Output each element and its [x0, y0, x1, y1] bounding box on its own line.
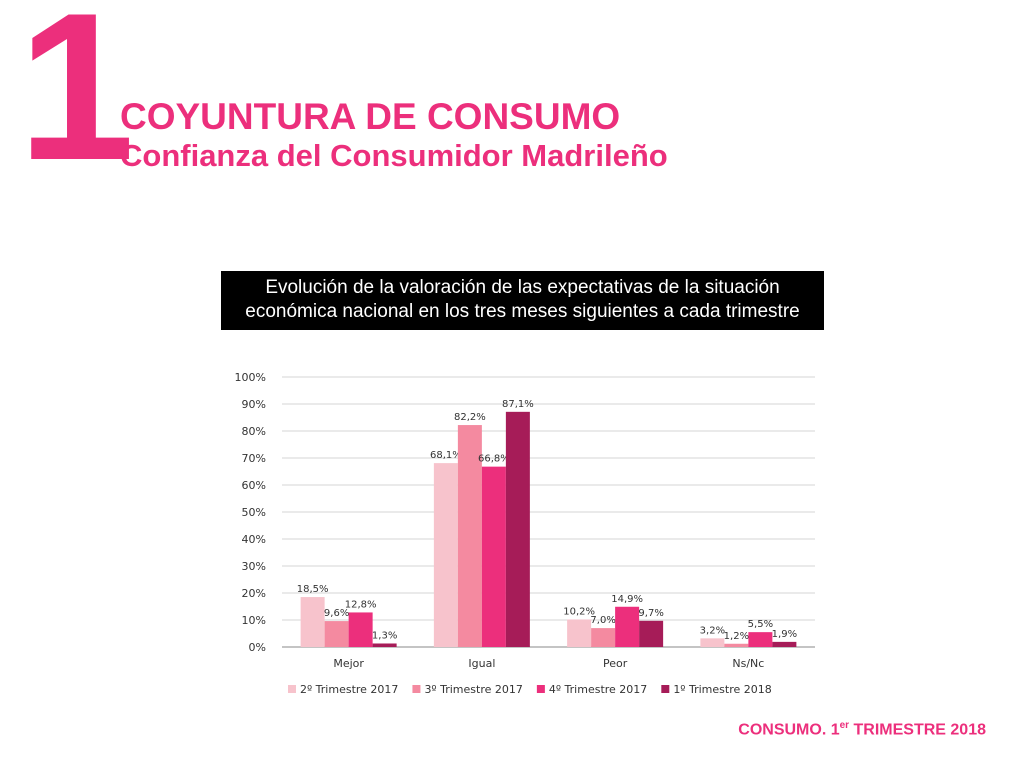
y-tick-label: 100% — [235, 371, 266, 384]
footer-superscript: er — [839, 720, 850, 731]
data-label: 82,2% — [454, 412, 486, 423]
data-label: 9,7% — [638, 608, 663, 619]
data-label: 3,2% — [700, 625, 725, 636]
y-tick-label: 80% — [242, 425, 266, 438]
legend-label: 1º Trimestre 2018 — [673, 683, 771, 696]
bar — [772, 641, 797, 647]
bar — [639, 620, 664, 647]
chart-heading-line-2: económica nacional en los tres meses sig… — [245, 301, 800, 322]
page-subtitle: Confianza del Consumidor Madrileño — [120, 138, 668, 173]
data-label: 87,1% — [502, 399, 534, 410]
data-label: 10,2% — [563, 606, 595, 617]
data-label: 7,0% — [590, 615, 615, 626]
bar — [300, 597, 325, 647]
footer-label: CONSUMO. 1er TRIMESTRE 2018 — [738, 720, 986, 739]
chart-heading-line-1: Evolución de la valoración de las expect… — [265, 277, 780, 298]
data-label: 68,1% — [430, 450, 462, 461]
x-category-label: Igual — [468, 657, 495, 670]
data-label: 1,9% — [772, 629, 797, 640]
bar — [348, 612, 373, 647]
data-label: 18,5% — [297, 584, 329, 595]
y-tick-label: 30% — [242, 560, 266, 573]
legend-swatch — [412, 685, 421, 693]
bar — [724, 643, 749, 647]
bar — [372, 643, 397, 647]
bar-chart: 0% 10% 20% 30% 40% 50% 60% 70% 80% 90% 100% 18,5% 9,… — [235, 371, 815, 696]
y-tick-label: 60% — [242, 479, 266, 492]
bar — [324, 621, 349, 647]
data-label: 66,8% — [478, 454, 510, 465]
bar — [567, 619, 592, 647]
section-number: 1 — [18, 0, 135, 204]
y-tick-label: 20% — [242, 587, 266, 600]
legend-label: 4º Trimestre 2017 — [549, 683, 647, 696]
data-label: 1,2% — [724, 631, 749, 642]
bar — [433, 463, 458, 647]
bar — [481, 466, 506, 647]
bar — [748, 632, 773, 647]
data-label: 12,8% — [345, 599, 377, 610]
y-tick-label: 10% — [242, 614, 266, 627]
data-label: 9,6% — [324, 608, 349, 619]
bar — [591, 628, 616, 647]
bar — [457, 425, 482, 647]
legend-swatch — [536, 685, 545, 693]
bar — [505, 411, 530, 647]
bar — [700, 638, 725, 647]
legend-swatch — [288, 685, 296, 693]
x-category-label: Peor — [603, 657, 628, 670]
y-tick-label: 0% — [249, 641, 266, 654]
y-tick-label: 40% — [242, 533, 266, 546]
y-tick-label: 70% — [242, 452, 266, 465]
legend-swatch — [661, 685, 670, 693]
legend-label: 3º Trimestre 2017 — [424, 683, 522, 696]
y-tick-label: 50% — [242, 506, 266, 519]
bar — [615, 606, 640, 647]
data-label: 1,3% — [372, 630, 397, 641]
page-title: COYUNTURA DE CONSUMO — [120, 96, 621, 137]
legend-label: 2º Trimestre 2017 — [300, 683, 398, 696]
footer-prefix: CONSUMO. 1 — [738, 721, 840, 739]
footer-suffix: TRIMESTRE 2018 — [849, 721, 987, 739]
data-label: 14,9% — [611, 594, 643, 605]
x-category-label: Ns/Nc — [732, 657, 764, 670]
chart-heading-box: Evolución de la valoración de las expect… — [221, 271, 824, 330]
x-category-label: Mejor — [333, 657, 364, 670]
data-label: 5,5% — [748, 619, 773, 630]
y-tick-label: 90% — [242, 398, 266, 411]
